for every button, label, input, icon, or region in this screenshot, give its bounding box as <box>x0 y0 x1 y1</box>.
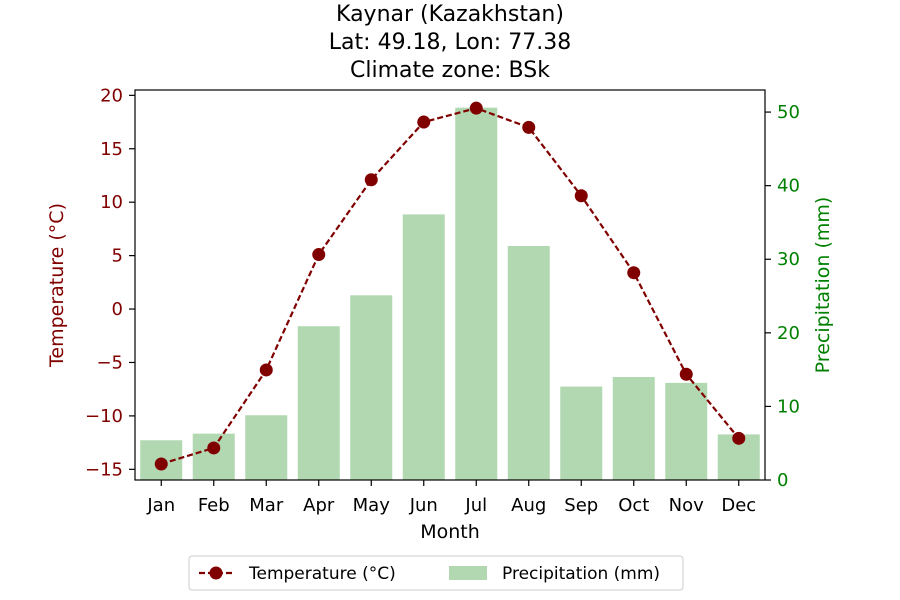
legend: Temperature (°C) Precipitation (mm) <box>188 555 684 591</box>
x-tick-label-may: May <box>353 495 391 516</box>
temperature-line <box>160 107 740 466</box>
left-tick-label: −5 <box>96 352 123 373</box>
precipitation-bar-jul <box>455 107 498 481</box>
right-tick-label: 30 <box>777 249 800 270</box>
temperature-point-dec <box>732 431 746 445</box>
left-tick-label: 20 <box>100 85 123 106</box>
legend-temperature-label: Temperature (°C) <box>248 564 396 584</box>
x-tick-label-jan: Jan <box>146 495 175 516</box>
precipitation-bar-may <box>350 295 393 480</box>
left-tick-label: −15 <box>85 459 123 480</box>
x-tick-label-sep: Sep <box>564 495 598 516</box>
temperature-point-jan <box>154 457 168 471</box>
x-tick-label-nov: Nov <box>669 495 704 516</box>
temperature-point-feb <box>207 441 221 455</box>
right-axis-ticks: 0 10 20 30 40 50 <box>765 102 800 491</box>
left-tick-label: 0 <box>112 299 123 320</box>
chart-title-line-2: Lat: 49.18, Lon: 77.38 <box>329 30 571 55</box>
precipitation-bar-jun <box>402 214 445 480</box>
right-tick-label: 50 <box>777 102 800 123</box>
x-tick-label-apr: Apr <box>303 495 335 516</box>
temperature-line-layer <box>154 101 746 471</box>
x-tick-label-aug: Aug <box>511 495 546 516</box>
x-axis-label: Month <box>420 521 480 543</box>
x-tick-label-dec: Dec <box>721 495 756 516</box>
right-tick-label: 40 <box>777 176 800 197</box>
left-tick-label: 10 <box>100 192 123 213</box>
right-axis-label: Precipitation (mm) <box>812 197 834 374</box>
legend-precipitation-label: Precipitation (mm) <box>502 564 660 584</box>
chart-title-line-1: Kaynar (Kazakhstan) <box>336 2 564 27</box>
precipitation-bar-apr <box>297 326 340 480</box>
x-tick-label-mar: Mar <box>249 495 284 516</box>
temperature-point-oct <box>627 266 641 280</box>
legend-box <box>188 555 684 591</box>
temperature-point-nov <box>679 367 693 381</box>
right-tick-label: 20 <box>777 323 800 344</box>
precipitation-bar-nov <box>665 382 708 480</box>
temperature-point-jul <box>469 101 483 115</box>
legend-temperature-marker <box>209 566 223 580</box>
right-tick-label: 10 <box>777 396 800 417</box>
left-tick-label: 15 <box>100 139 123 160</box>
precipitation-bars <box>140 107 760 481</box>
temperature-point-may <box>364 173 378 187</box>
precipitation-bar-oct <box>612 376 655 480</box>
x-tick-label-jun: Jun <box>409 495 438 516</box>
chart-title-line-3: Climate zone: BSk <box>350 58 550 83</box>
temperature-point-aug <box>522 120 536 134</box>
x-axis-ticks: Jan Feb Mar Apr May Jun Jul Aug Sep Oct Nov Dec <box>146 480 756 516</box>
precipitation-bar-sep <box>560 386 603 480</box>
right-tick-label: 0 <box>777 470 788 491</box>
legend-precipitation-swatch <box>449 566 487 580</box>
x-tick-label-jul: Jul <box>464 495 487 516</box>
left-axis-label: Temperature (°C) <box>46 203 68 368</box>
left-axis-ticks: −15 −10 −5 0 5 10 15 20 <box>85 85 135 480</box>
chart-title: Kaynar (Kazakhstan) Lat: 49.18, Lon: 77.… <box>329 2 571 83</box>
x-tick-label-oct: Oct <box>618 495 649 516</box>
left-tick-label: −10 <box>85 406 123 427</box>
precipitation-bar-mar <box>245 415 288 480</box>
temperature-point-mar <box>259 363 273 377</box>
plot-frame <box>134 89 766 481</box>
precipitation-bar-aug <box>507 246 550 480</box>
left-tick-label: 5 <box>112 246 123 267</box>
temperature-point-apr <box>312 248 326 262</box>
temperature-point-jun <box>417 115 431 129</box>
x-tick-label-feb: Feb <box>198 495 230 516</box>
temperature-point-sep <box>574 189 588 203</box>
precipitation-bar-feb <box>192 433 235 480</box>
